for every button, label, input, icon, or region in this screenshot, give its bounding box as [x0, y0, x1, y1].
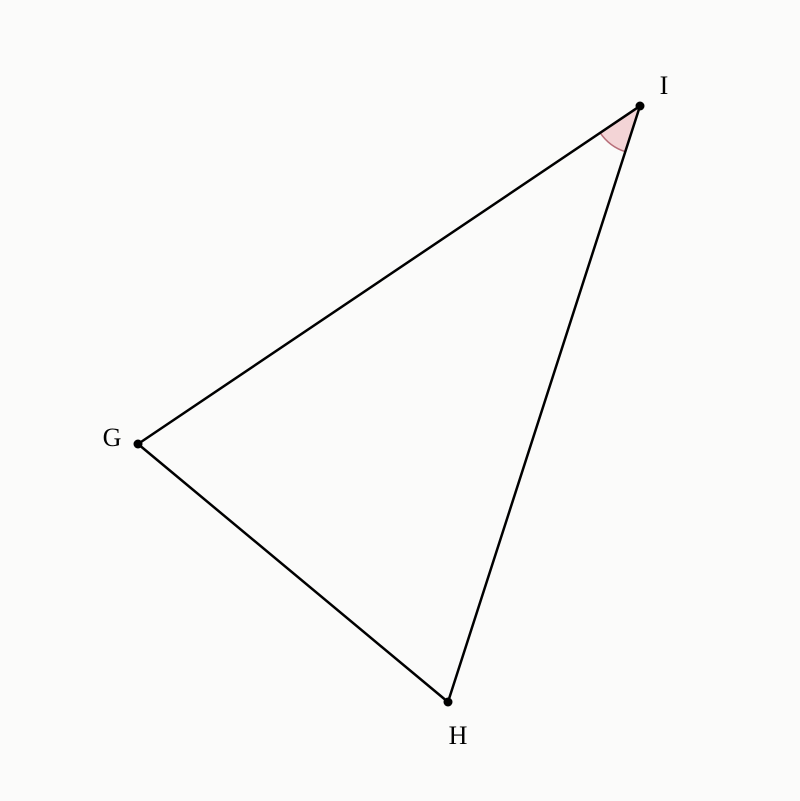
- vertex-h: [444, 698, 453, 707]
- vertex-label-i: I: [660, 71, 669, 101]
- vertex-label-h: H: [449, 721, 468, 751]
- diagram-canvas: G H I: [0, 0, 800, 801]
- edge-hi: [448, 106, 640, 702]
- edge-ig: [138, 106, 640, 444]
- edge-gh: [138, 444, 448, 702]
- triangle-svg: [0, 0, 800, 801]
- vertex-i: [636, 102, 645, 111]
- vertex-label-g: G: [103, 423, 122, 453]
- vertex-g: [134, 440, 143, 449]
